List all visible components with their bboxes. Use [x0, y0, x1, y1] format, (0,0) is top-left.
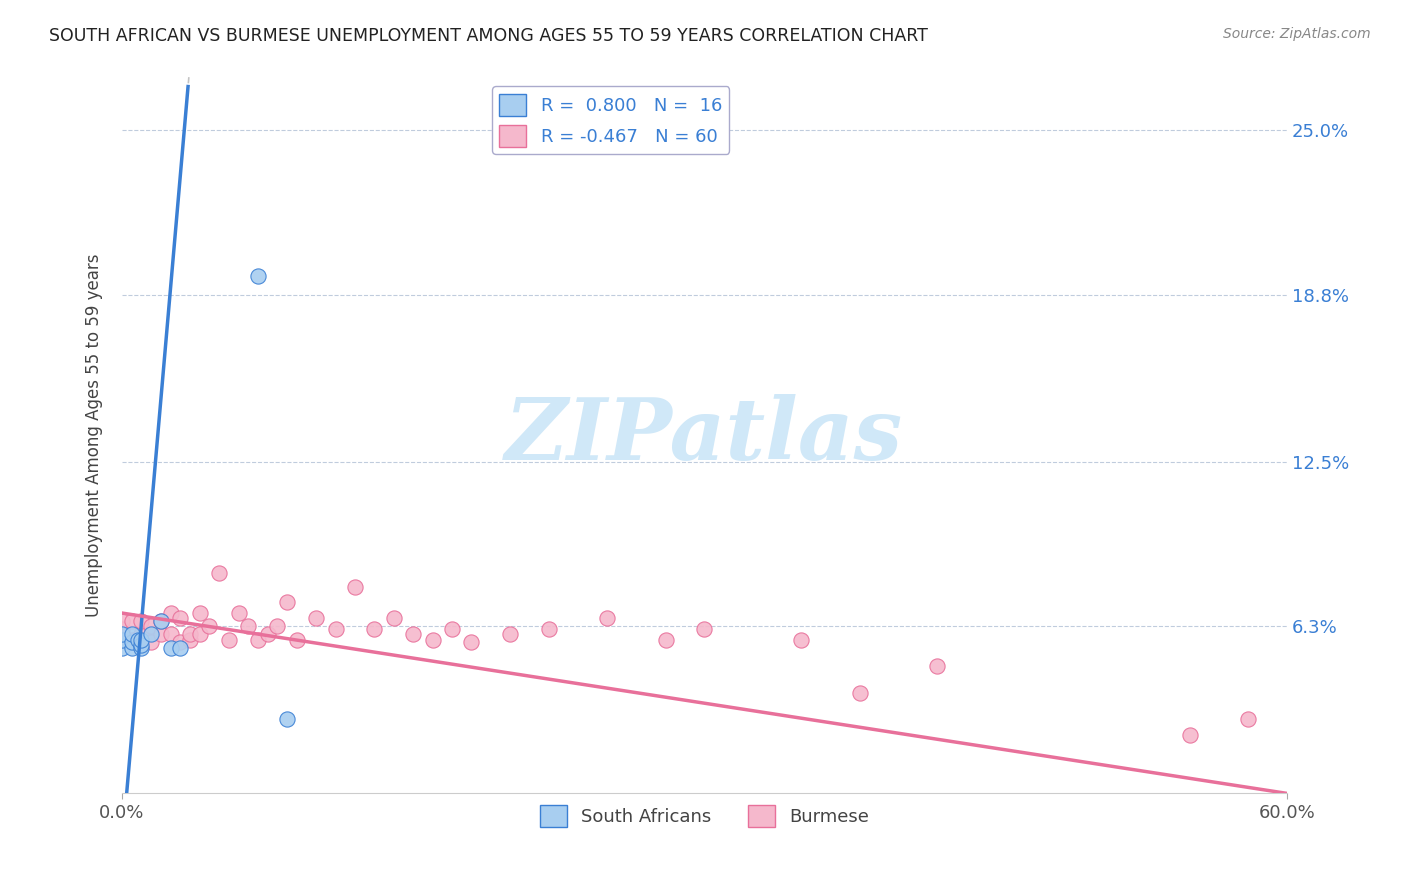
Point [169, 635, 191, 649]
Text: SOUTH AFRICAN VS BURMESE UNEMPLOYMENT AMONG AGES 55 TO 59 YEARS CORRELATION CHAR: SOUTH AFRICAN VS BURMESE UNEMPLOYMENT AM… [49, 27, 928, 45]
Point [790, 632, 813, 647]
Point [159, 640, 181, 655]
Point [402, 627, 425, 641]
Point [111, 632, 134, 647]
Point [276, 595, 298, 609]
Point [246, 269, 269, 284]
Point [131, 627, 153, 641]
Point [111, 622, 134, 636]
Point [208, 566, 231, 581]
Point [305, 611, 328, 625]
Point [141, 627, 163, 641]
Point [596, 611, 619, 625]
Point [149, 627, 172, 641]
Point [179, 632, 201, 647]
Point [127, 632, 149, 647]
Point [228, 606, 250, 620]
Point [198, 619, 221, 633]
Point [111, 632, 134, 647]
Point [121, 640, 143, 655]
Text: ZIPatlas: ZIPatlas [505, 393, 904, 477]
Point [131, 638, 153, 652]
Point [693, 622, 716, 636]
Point [538, 622, 561, 636]
Point [343, 580, 366, 594]
Y-axis label: Unemployment Among Ages 55 to 59 years: Unemployment Among Ages 55 to 59 years [86, 253, 103, 617]
Point [654, 632, 676, 647]
Point [266, 619, 288, 633]
Point [131, 640, 153, 655]
Point [276, 712, 298, 726]
Point [499, 627, 522, 641]
Point [131, 614, 153, 628]
Point [927, 659, 949, 673]
Point [121, 614, 143, 628]
Point [256, 627, 278, 641]
Point [188, 606, 211, 620]
Point [441, 622, 464, 636]
Point [111, 627, 134, 641]
Point [422, 632, 444, 647]
Point [159, 627, 181, 641]
Point [246, 632, 269, 647]
Point [363, 622, 385, 636]
Point [121, 635, 143, 649]
Point [111, 614, 134, 628]
Point [121, 627, 143, 641]
Point [1178, 728, 1201, 742]
Point [188, 627, 211, 641]
Point [131, 632, 153, 647]
Point [848, 685, 870, 699]
Point [131, 632, 153, 647]
Point [111, 640, 134, 655]
Point [382, 611, 405, 625]
Point [169, 640, 191, 655]
Legend: South Africans, Burmese: South Africans, Burmese [533, 798, 876, 834]
Point [159, 606, 181, 620]
Text: Source: ZipAtlas.com: Source: ZipAtlas.com [1223, 27, 1371, 41]
Point [285, 632, 308, 647]
Point [121, 632, 143, 647]
Point [238, 619, 260, 633]
Point [111, 627, 134, 641]
Point [149, 614, 172, 628]
Point [141, 635, 163, 649]
Point [1237, 712, 1260, 726]
Point [325, 622, 347, 636]
Point [460, 635, 482, 649]
Point [141, 619, 163, 633]
Point [218, 632, 240, 647]
Point [179, 627, 201, 641]
Point [149, 614, 172, 628]
Point [169, 611, 191, 625]
